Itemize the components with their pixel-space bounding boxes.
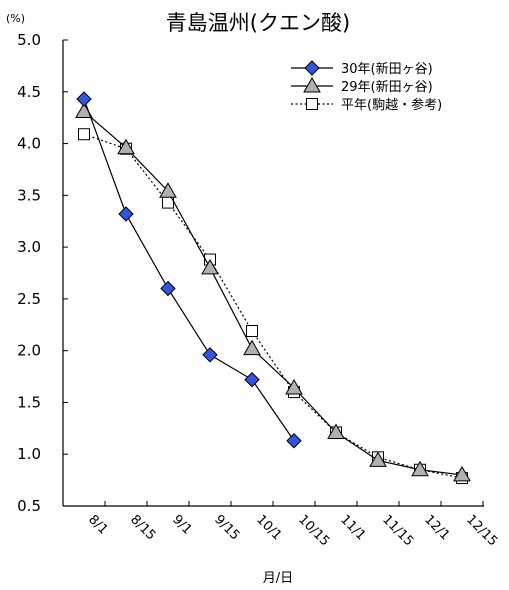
- x-tick-label: 12/15: [463, 512, 500, 549]
- y-tick-label: 4.0: [17, 135, 41, 153]
- data-point: [76, 91, 92, 107]
- data-point: [369, 451, 387, 467]
- y-tick-label: 1.0: [17, 445, 41, 463]
- y-unit-label: (%): [6, 12, 25, 25]
- series-group: [75, 91, 471, 485]
- x-axis: 8/1 8/15 9/1 9/15 10/1 10/15 11/1 11/15 12/1 12/1…: [63, 501, 500, 549]
- series-1: [76, 91, 302, 449]
- data-point: [411, 460, 429, 477]
- data-point: [244, 371, 260, 388]
- x-tick-label: 9/1: [169, 512, 194, 537]
- x-tick-label: 10/1: [253, 512, 284, 543]
- data-point: [327, 423, 345, 439]
- data-point: [243, 339, 261, 356]
- x-tick-label: 8/1: [85, 512, 110, 537]
- data-point: [202, 347, 218, 363]
- x-tick-label: 9/15: [211, 512, 242, 543]
- y-tick-label: 2.5: [17, 290, 41, 308]
- chart-title: 青島温州(クエン酸): [166, 11, 350, 35]
- legend-marker: [304, 60, 320, 76]
- x-tick-label: 10/15: [295, 512, 332, 549]
- legend: 30年(新田ヶ谷) 29年(新田ヶ谷) 平年(駒越・参考): [291, 60, 442, 113]
- y-tick-label: 2.0: [17, 342, 41, 360]
- legend-label: 29年(新田ヶ谷): [341, 79, 433, 95]
- y-tick-label: 3.5: [17, 186, 41, 204]
- series-line: [83, 133, 463, 479]
- series-3: [78, 128, 468, 485]
- series-line: [83, 98, 295, 442]
- y-axis: 5.0 4.5 4.0 3.5 3.0 2.5 2.0 1.5 1.0 0.5: [17, 31, 68, 515]
- legend-label: 30年(新田ヶ谷): [341, 61, 433, 77]
- x-axis-label: 月/日: [263, 571, 293, 586]
- data-point: [201, 258, 219, 275]
- legend-marker: [303, 76, 321, 93]
- legend-label: 平年(駒越・参考): [341, 97, 442, 113]
- y-tick-label: 3.0: [17, 238, 41, 256]
- x-tick-label: 12/1: [421, 512, 452, 543]
- series-line: [83, 110, 463, 476]
- data-point: [117, 138, 135, 155]
- data-point: [159, 182, 177, 198]
- y-tick-label: 1.5: [17, 393, 41, 411]
- legend-marker: [306, 98, 318, 110]
- y-tick-label: 0.5: [17, 497, 41, 515]
- data-point: [118, 206, 134, 222]
- x-tick-label: 8/15: [127, 512, 158, 543]
- data-point: [160, 280, 176, 297]
- data-point: [453, 465, 471, 482]
- data-point: [286, 433, 302, 449]
- data-point: [78, 128, 90, 141]
- y-tick-label: 5.0: [17, 31, 41, 49]
- data-point: [285, 378, 303, 395]
- data-point: [246, 324, 258, 337]
- x-tick-label: 11/15: [379, 512, 416, 549]
- x-tick-label: 11/1: [337, 512, 368, 543]
- y-tick-label: 4.5: [17, 83, 41, 101]
- series-2: [75, 102, 471, 482]
